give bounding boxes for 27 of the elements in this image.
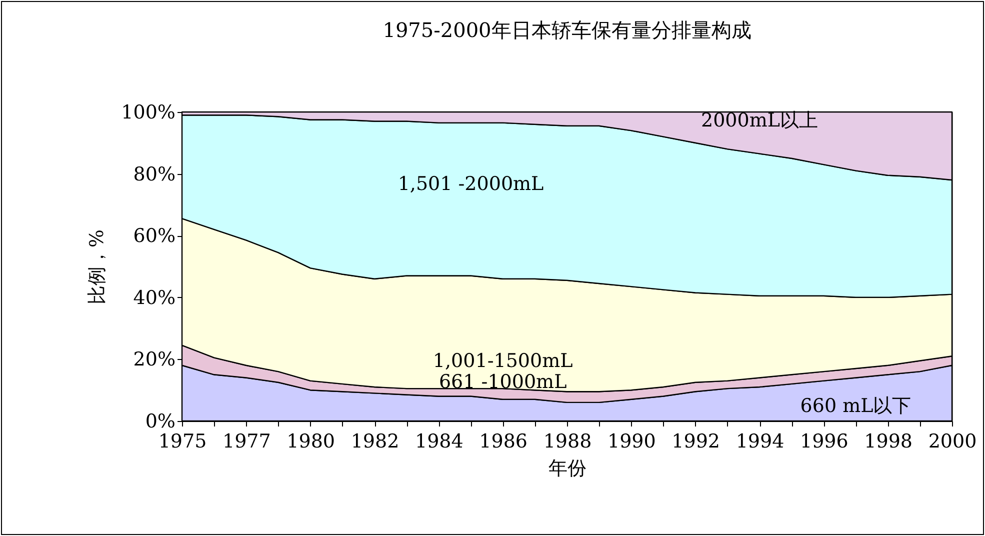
y-tick-label: 40% — [133, 286, 176, 309]
x-tick-label: 1975 — [158, 430, 207, 452]
y-tick-label: 80% — [133, 163, 176, 186]
x-tick-label: 1986 — [479, 430, 528, 452]
series-label: 1,001-1500mL — [432, 350, 574, 372]
series-label: 1,501 -2000mL — [398, 172, 544, 195]
x-tick-label: 1977 — [222, 430, 271, 452]
x-axis-title: 年份 — [548, 458, 586, 480]
x-tick-label: 1998 — [864, 430, 913, 452]
x-tick-label: 1982 — [350, 430, 400, 452]
y-tick-label: 100% — [121, 102, 176, 124]
y-tick-label: 60% — [133, 225, 176, 248]
series-label: 2000mL以上 — [701, 109, 818, 132]
y-tick-label: 20% — [133, 348, 176, 371]
x-tick-label: 1984 — [414, 430, 464, 452]
x-tick-label: 1996 — [800, 430, 848, 452]
y-tick-label: 0% — [145, 410, 176, 432]
x-tick-label: 1992 — [672, 430, 720, 452]
y-axis-title: 比例，% — [86, 229, 108, 305]
series-label: 660 mL以下 — [800, 394, 912, 417]
x-tick-label: 1994 — [736, 430, 784, 452]
series-label: 661 -1000mL — [438, 371, 568, 394]
x-tick-label: 1980 — [286, 430, 336, 452]
x-tick-label: 1988 — [543, 430, 592, 452]
x-tick-label: 2000 — [928, 430, 977, 452]
x-tick-label: 1990 — [607, 430, 656, 452]
chart-title: 1975-2000年日本轿车保有量分排量构成 — [382, 18, 752, 42]
